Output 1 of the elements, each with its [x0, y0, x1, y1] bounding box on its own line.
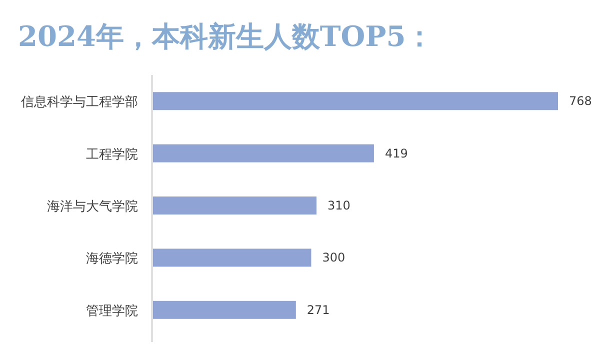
title: 2024年，本科新生人数TOP5： [18, 20, 434, 53]
